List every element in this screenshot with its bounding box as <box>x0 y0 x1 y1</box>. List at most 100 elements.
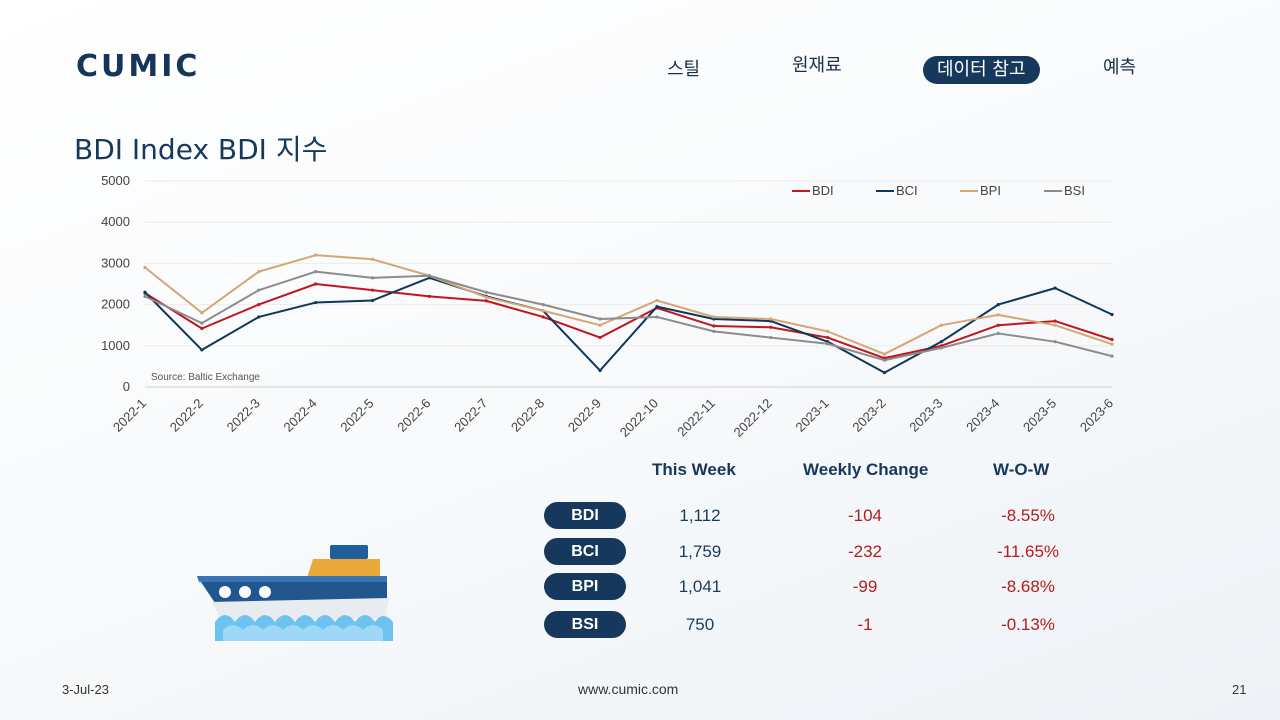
x-tick-label: 2022-2 <box>167 396 206 435</box>
index-pill-bci: BCI <box>544 538 626 565</box>
data-point-bdi <box>314 282 318 286</box>
x-tick-label: 2022-3 <box>224 396 263 435</box>
x-tick-label: 2022-11 <box>674 396 718 440</box>
y-tick-label: 3000 <box>101 255 130 270</box>
data-point-bpi <box>769 317 773 321</box>
legend-label-bdi: BDI <box>812 183 834 198</box>
data-point-bdi <box>541 315 545 319</box>
data-point-bdi <box>712 324 716 328</box>
top-nav: 스틸 원재료 데이터 참고 예측 <box>0 55 1280 86</box>
data-point-bpi <box>712 315 716 319</box>
weekly-change-value: -99 <box>852 577 878 596</box>
data-point-bsi <box>996 331 1000 336</box>
this-week-value: 1,041 <box>678 577 722 596</box>
weekly-change-value: -1 <box>857 615 873 634</box>
data-point-bsi <box>427 274 432 278</box>
data-point-bpi <box>541 309 545 313</box>
data-point-bpi <box>143 265 147 270</box>
data-point-bpi <box>996 313 1000 317</box>
wow-value: -8.55% <box>1001 506 1055 525</box>
data-point-bdi <box>200 326 204 331</box>
nav-item-forecast[interactable]: 예측 <box>1103 57 1137 78</box>
wow-value: -8.68% <box>1001 577 1055 596</box>
wow-value: -0.13% <box>1001 615 1055 634</box>
data-point-bdi <box>427 294 432 298</box>
data-point-bdi <box>996 323 1000 327</box>
data-point-bsi <box>200 321 204 325</box>
data-point-bsi <box>1110 354 1114 358</box>
x-tick-label: 2022-5 <box>337 396 376 435</box>
x-tick-label: 2022-9 <box>565 396 604 435</box>
data-point-bdi <box>484 299 488 303</box>
bdi-line-chart: 0 1000 2000 3000 4000 5000 2022-1 2022-2 2022-3… <box>101 173 1116 440</box>
index-pill-bsi: BSI <box>544 611 626 638</box>
data-point-bpi <box>1110 342 1114 346</box>
data-point-bdi <box>598 335 602 340</box>
x-tick-label: 2023-1 <box>792 396 831 435</box>
data-point-bsi <box>655 315 659 319</box>
data-point-bdi <box>370 288 375 292</box>
data-point-bci <box>598 368 602 373</box>
data-point-bsi <box>314 270 318 274</box>
data-point-bsi <box>541 303 545 307</box>
this-week-value: 1,112 <box>679 506 721 525</box>
data-point-bpi <box>257 270 261 274</box>
data-point-bci <box>143 290 147 294</box>
this-week-value: 750 <box>685 615 715 634</box>
nav-item-data-reference[interactable]: 데이터 참고 <box>923 56 1040 84</box>
data-point-bci <box>882 370 887 375</box>
data-point-bdi <box>257 303 261 307</box>
x-tick-label: 2023-6 <box>1077 396 1116 435</box>
x-tick-label: 2023-3 <box>906 396 945 435</box>
data-point-bsi <box>598 317 602 321</box>
data-point-bci <box>996 303 1000 307</box>
stats-row-bdi: BDI 1,112 -104 -8.55% <box>0 502 1280 532</box>
data-point-bpi <box>655 298 659 303</box>
data-point-bci <box>370 298 375 303</box>
footer-date: 3-Jul-23 <box>62 682 109 697</box>
data-point-bsi <box>939 346 943 350</box>
data-point-bsi <box>1053 340 1057 344</box>
data-point-bdi <box>825 335 830 340</box>
nav-item-raw-materials[interactable]: 원재료 <box>792 55 842 76</box>
data-point-bpi <box>825 329 830 333</box>
legend-label-bci: BCI <box>896 183 918 198</box>
data-point-bpi <box>939 323 943 327</box>
header-weekly-change: Weekly Change <box>803 460 929 479</box>
data-point-bsi <box>769 335 773 340</box>
data-point-bpi <box>200 311 204 315</box>
page-title: BDI Index BDI 지수 <box>74 133 328 166</box>
data-point-bpi <box>370 257 375 261</box>
data-point-bpi <box>314 253 318 257</box>
wow-value: -11.65% <box>996 542 1060 561</box>
cumic-logo[interactable]: CUMIC <box>76 49 201 84</box>
footer-website[interactable]: www.cumic.com <box>578 681 679 697</box>
nav-item-steel[interactable]: 스틸 <box>667 59 701 80</box>
y-tick-label: 5000 <box>101 173 130 188</box>
legend-label-bsi: BSI <box>1064 183 1085 198</box>
x-tick-label: 2022-12 <box>730 396 774 440</box>
data-point-bdi <box>1110 338 1114 342</box>
x-tick-label: 2022-6 <box>394 396 433 435</box>
series-line-bdi <box>144 283 1113 360</box>
data-point-bsi <box>257 288 261 292</box>
data-point-bsi <box>882 358 887 362</box>
data-point-bci <box>1053 286 1057 290</box>
data-point-bci <box>200 348 204 352</box>
x-tick-label: 2022-7 <box>451 396 490 435</box>
data-point-bpi <box>598 323 602 327</box>
x-tick-label: 2023-4 <box>963 396 1002 435</box>
series-line-bci <box>144 276 1113 374</box>
legend-label-bpi: BPI <box>980 183 1001 198</box>
x-tick-label: 2022-8 <box>508 396 547 435</box>
data-point-bpi <box>484 295 488 299</box>
weekly-change-value: -104 <box>847 506 883 525</box>
data-point-bci <box>1110 312 1114 317</box>
footer-page-number: 21 <box>1232 682 1247 697</box>
x-tick-label: 2022-1 <box>110 396 149 435</box>
series-line-bsi <box>144 270 1113 362</box>
data-point-bsi <box>825 342 830 346</box>
data-point-bsi <box>712 329 716 333</box>
this-week-value: 1,759 <box>678 542 722 561</box>
data-point-bpi <box>1053 323 1057 327</box>
